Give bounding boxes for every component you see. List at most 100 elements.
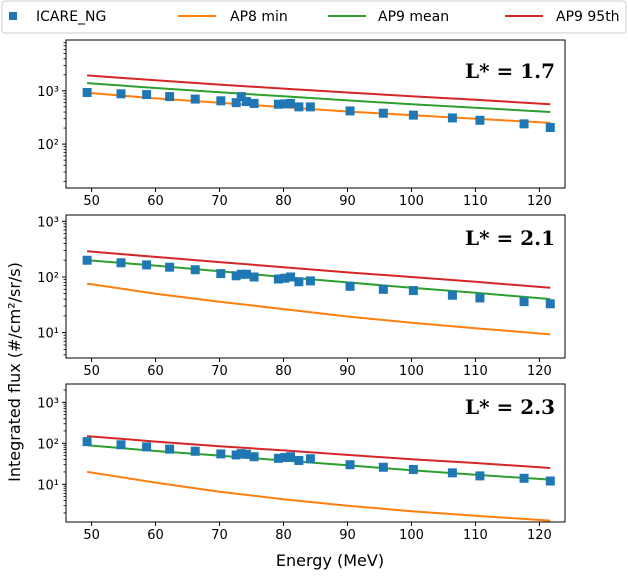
data-point-icare-ng bbox=[241, 269, 251, 279]
data-point-icare-ng bbox=[294, 102, 304, 112]
data-point-icare-ng bbox=[294, 456, 304, 466]
x-tick-label: 120 bbox=[527, 364, 552, 379]
x-tick-label: 120 bbox=[527, 528, 552, 543]
y-tick-label: 10³ bbox=[37, 396, 59, 411]
data-point-icare-ng bbox=[475, 115, 485, 125]
data-point-icare-ng bbox=[408, 286, 418, 296]
data-point-icare-ng bbox=[345, 281, 355, 291]
y-tick-label: 10² bbox=[37, 138, 59, 153]
x-tick-label: 110 bbox=[463, 528, 488, 543]
data-point-icare-ng bbox=[294, 277, 304, 287]
data-point-icare-ng bbox=[165, 444, 175, 454]
data-point-icare-ng bbox=[190, 265, 200, 275]
data-point-icare-ng bbox=[231, 271, 241, 281]
plot-area bbox=[66, 40, 565, 188]
data-point-icare-ng bbox=[286, 272, 296, 282]
data-point-icare-ng bbox=[345, 460, 355, 470]
data-point-icare-ng bbox=[236, 92, 246, 102]
x-tick-label: 110 bbox=[463, 194, 488, 209]
x-tick-label: 110 bbox=[463, 364, 488, 379]
data-point-icare-ng bbox=[408, 464, 418, 474]
plot-frame bbox=[65, 39, 566, 189]
panel-label: L* = 1.7 bbox=[465, 59, 555, 83]
x-tick-label: 90 bbox=[339, 194, 356, 209]
data-point-icare-ng bbox=[216, 96, 226, 106]
data-point-icare-ng bbox=[249, 452, 259, 462]
data-point-icare-ng bbox=[305, 102, 315, 112]
data-point-icare-ng bbox=[378, 108, 388, 118]
data-point-icare-ng bbox=[280, 273, 290, 283]
data-point-icare-ng bbox=[273, 453, 283, 463]
data-point-icare-ng bbox=[165, 262, 175, 272]
data-point-icare-ng bbox=[447, 468, 457, 478]
data-point-icare-ng bbox=[142, 90, 152, 100]
x-axis-title: Energy (MeV) bbox=[276, 551, 384, 570]
data-point-icare-ng bbox=[545, 476, 555, 486]
data-point-icare-ng bbox=[280, 453, 290, 463]
data-point-icare-ng bbox=[545, 299, 555, 309]
x-tick-label: 90 bbox=[339, 528, 356, 543]
y-tick-label: 10² bbox=[37, 437, 59, 452]
data-point-icare-ng bbox=[116, 89, 126, 99]
data-point-icare-ng bbox=[142, 260, 152, 270]
data-point-icare-ng bbox=[236, 449, 246, 459]
x-tick-label: 50 bbox=[83, 528, 100, 543]
data-point-icare-ng bbox=[190, 94, 200, 104]
x-tick-label: 100 bbox=[399, 364, 424, 379]
y-tick-label: 10² bbox=[37, 271, 59, 286]
x-tick-label: 60 bbox=[147, 528, 164, 543]
legend-marker-icare-ng bbox=[9, 12, 17, 20]
data-point-icare-ng bbox=[82, 88, 92, 98]
panel-label: L* = 2.3 bbox=[465, 395, 555, 419]
data-point-icare-ng bbox=[142, 442, 152, 452]
data-point-icare-ng bbox=[116, 258, 126, 268]
panels: 50 60 70 80 90 100 110 120 10² 10³ L* = 1.7 50 60 70 8… bbox=[37, 39, 566, 543]
legend-label-icare-ng: ICARE_NG bbox=[36, 9, 106, 25]
data-point-icare-ng bbox=[82, 255, 92, 265]
plot-frame bbox=[65, 383, 566, 523]
series-line-ap9-mean bbox=[87, 82, 551, 113]
plot-frame bbox=[65, 214, 566, 359]
legend-frame bbox=[1, 0, 627, 34]
series-line-ap8-min bbox=[86, 282, 551, 336]
panel-2: 50 60 70 80 90 100 110 120 10¹ 10² 10³ L* = 2.1 bbox=[37, 214, 566, 379]
x-tick-label: 80 bbox=[275, 364, 292, 379]
data-point-icare-ng bbox=[545, 123, 555, 133]
data-point-icare-ng bbox=[241, 449, 251, 459]
data-point-icare-ng bbox=[286, 98, 296, 108]
panel-label: L* = 2.1 bbox=[465, 226, 555, 250]
x-tick-label: 90 bbox=[339, 364, 356, 379]
data-point-icare-ng bbox=[231, 98, 241, 108]
data-point-icare-ng bbox=[273, 274, 283, 284]
data-point-icare-ng bbox=[447, 290, 457, 300]
data-point-icare-ng bbox=[165, 92, 175, 102]
data-point-icare-ng bbox=[345, 106, 355, 116]
data-point-icare-ng bbox=[236, 269, 246, 279]
y-axis-title: Integrated flux (#/cm²/sr/s) bbox=[5, 262, 24, 482]
data-point-icare-ng bbox=[216, 269, 226, 279]
legend-label-ap9-mean: AP9 mean bbox=[378, 9, 449, 25]
data-point-icare-ng bbox=[116, 440, 126, 450]
y-tick-label: 10³ bbox=[37, 85, 59, 100]
data-point-icare-ng bbox=[231, 450, 241, 460]
data-point-icare-ng bbox=[280, 99, 290, 109]
y-tick-label: 10³ bbox=[37, 215, 59, 230]
data-point-icare-ng bbox=[273, 99, 283, 109]
data-point-icare-ng bbox=[305, 276, 315, 286]
data-point-icare-ng bbox=[519, 297, 529, 307]
data-point-icare-ng bbox=[519, 119, 529, 129]
data-point-icare-ng bbox=[447, 113, 457, 123]
data-point-icare-ng bbox=[82, 437, 92, 447]
data-point-icare-ng bbox=[519, 473, 529, 483]
series-line-ap9-95th bbox=[87, 435, 551, 469]
x-tick-label: 50 bbox=[83, 194, 100, 209]
x-tick-label: 80 bbox=[275, 528, 292, 543]
series-line-ap9-95th bbox=[87, 250, 551, 289]
data-point-icare-ng bbox=[286, 452, 296, 462]
data-point-icare-ng bbox=[475, 293, 485, 303]
data-point-icare-ng bbox=[408, 110, 418, 120]
x-tick-label: 120 bbox=[527, 194, 552, 209]
data-point-icare-ng bbox=[190, 446, 200, 456]
x-tick-label: 100 bbox=[399, 194, 424, 209]
